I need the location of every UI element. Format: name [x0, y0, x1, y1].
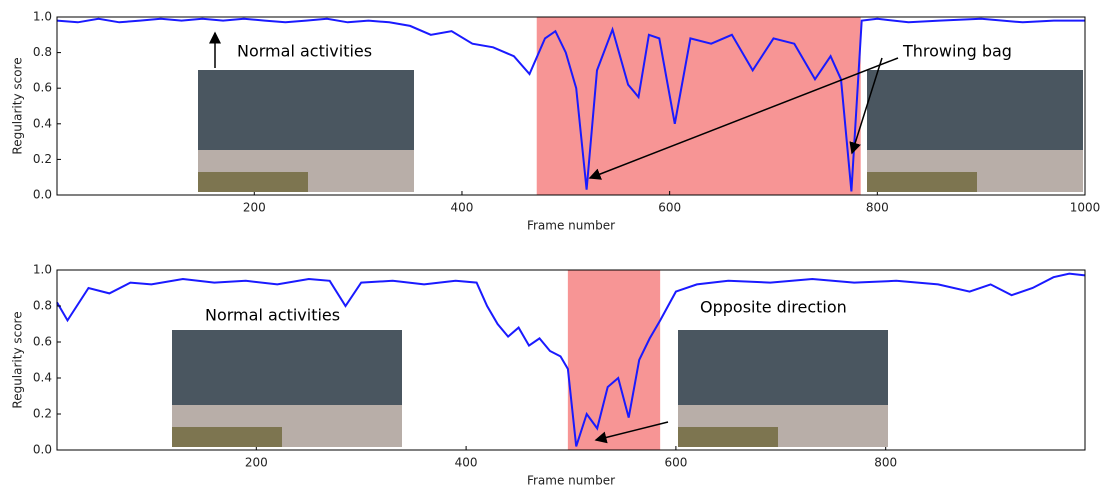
annotation: Normal activities	[237, 42, 372, 61]
x-tick-label: 1000	[1070, 201, 1101, 215]
y-tick-label: 1.0	[33, 263, 52, 277]
y-axis-label: Regularity score	[11, 311, 25, 408]
y-axis-label: Regularity score	[11, 57, 25, 154]
y-tick-label: 1.0	[33, 10, 52, 24]
y-tick-label: 0.8	[33, 299, 52, 313]
x-tick-label: 800	[866, 201, 889, 215]
y-tick-label: 0.6	[33, 81, 52, 95]
y-tick-label: 0.2	[33, 407, 52, 421]
y-tick-label: 0.0	[33, 188, 52, 202]
annotation: Opposite direction	[700, 298, 847, 317]
x-axis-label: Frame number	[527, 474, 615, 486]
x-tick-label: 600	[658, 201, 681, 215]
x-axis-label: Frame number	[527, 219, 615, 233]
x-tick-label: 800	[874, 456, 897, 470]
x-tick-label: 200	[245, 456, 268, 470]
annotation: Normal activities	[205, 306, 340, 325]
inset-photo	[172, 330, 402, 447]
y-tick-label: 0.0	[33, 443, 52, 457]
y-tick-label: 0.2	[33, 152, 52, 166]
x-tick-label: 400	[455, 456, 478, 470]
inset-photo	[867, 70, 1083, 192]
annotation: Throwing bag	[902, 42, 1012, 61]
y-tick-label: 0.4	[33, 371, 52, 385]
y-tick-label: 0.6	[33, 335, 52, 349]
x-tick-label: 200	[243, 201, 266, 215]
figure: 0.0 0.2 0.4 0.6 0.8 1.0 200 400 600 800 1000 Frame …	[0, 0, 1104, 486]
x-tick-label: 600	[664, 456, 687, 470]
x-tick-label: 400	[451, 201, 474, 215]
inset-photo	[198, 70, 414, 192]
anomaly-span	[568, 270, 660, 450]
y-tick-label: 0.4	[33, 116, 52, 130]
y-tick-label: 0.8	[33, 45, 52, 59]
inset-photo	[678, 330, 888, 447]
